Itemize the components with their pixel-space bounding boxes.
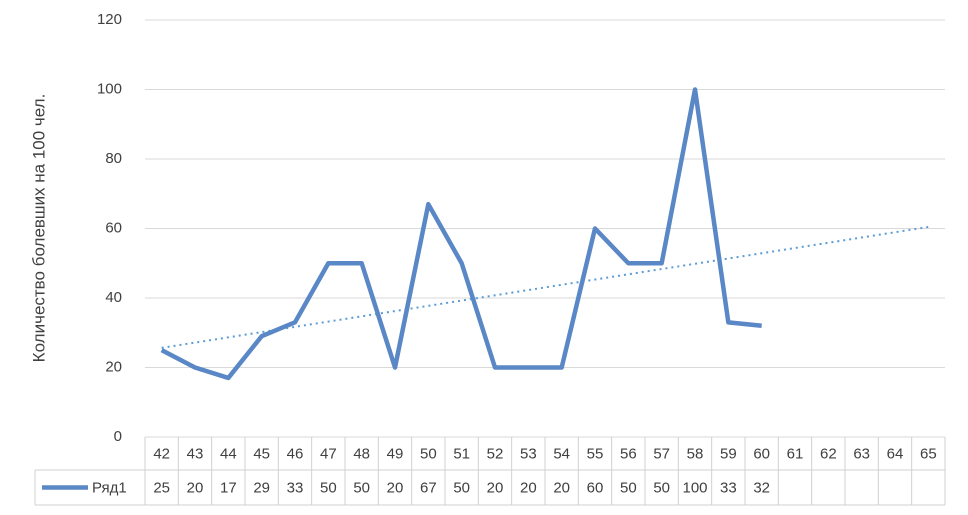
data-line (160, 87, 762, 381)
data-table-value: 50 (453, 479, 470, 496)
x-tick-label: 46 (287, 445, 304, 462)
x-tick-label: 58 (687, 445, 704, 462)
x-tick-label: 64 (887, 445, 904, 462)
data-table-value: 20 (487, 479, 504, 496)
y-axis-title: Количество болевших на 100 чел. (29, 94, 48, 363)
data-table-value: 32 (753, 479, 770, 496)
data-table-value: 29 (253, 479, 270, 496)
data-table-value: 60 (587, 479, 604, 496)
x-tick-label: 60 (753, 445, 770, 462)
data-table-value: 67 (420, 479, 437, 496)
data-table-value: 100 (682, 479, 707, 496)
y-tick-label: 120 (97, 11, 122, 28)
data-table-value: 50 (353, 479, 370, 496)
x-tick-label: 65 (920, 445, 937, 462)
data-table-value: 50 (320, 479, 337, 496)
x-tick-label: 61 (787, 445, 804, 462)
x-tick-label: 55 (587, 445, 604, 462)
y-tick-label: 40 (105, 289, 122, 306)
x-tick-label: 54 (553, 445, 570, 462)
data-table-value: 50 (653, 479, 670, 496)
data-table-value: 17 (220, 479, 237, 496)
data-table-value: 25 (153, 479, 170, 496)
data-table-value: 20 (520, 479, 537, 496)
data-table-value: 50 (620, 479, 637, 496)
x-tick-label: 50 (420, 445, 437, 462)
x-tick-label: 49 (387, 445, 404, 462)
x-tick-label: 56 (620, 445, 637, 462)
y-tick-label: 80 (105, 150, 122, 167)
x-tick-label: 44 (220, 445, 237, 462)
data-table-value: 20 (187, 479, 204, 496)
legend-label: Ряд1 (92, 479, 127, 496)
data-table-value: 33 (720, 479, 737, 496)
data-table-value: 20 (387, 479, 404, 496)
x-tick-label: 51 (453, 445, 470, 462)
x-tick-label: 42 (153, 445, 170, 462)
x-tick-label: 48 (353, 445, 370, 462)
x-tick-label: 47 (320, 445, 337, 462)
x-tick-label: 52 (487, 445, 504, 462)
data-table-value: 33 (287, 479, 304, 496)
x-tick-label: 57 (653, 445, 670, 462)
y-tick-label: 100 (97, 80, 122, 97)
x-tick-label: 43 (187, 445, 204, 462)
x-tick-label: 53 (520, 445, 537, 462)
data-table-value: 20 (553, 479, 570, 496)
x-tick-label: 59 (720, 445, 737, 462)
y-tick-label: 0 (114, 428, 122, 445)
x-tick-label: 45 (253, 445, 270, 462)
x-tick-label: 63 (853, 445, 870, 462)
x-tick-label: 62 (820, 445, 837, 462)
y-tick-label: 20 (105, 358, 122, 375)
y-tick-label: 60 (105, 219, 122, 236)
